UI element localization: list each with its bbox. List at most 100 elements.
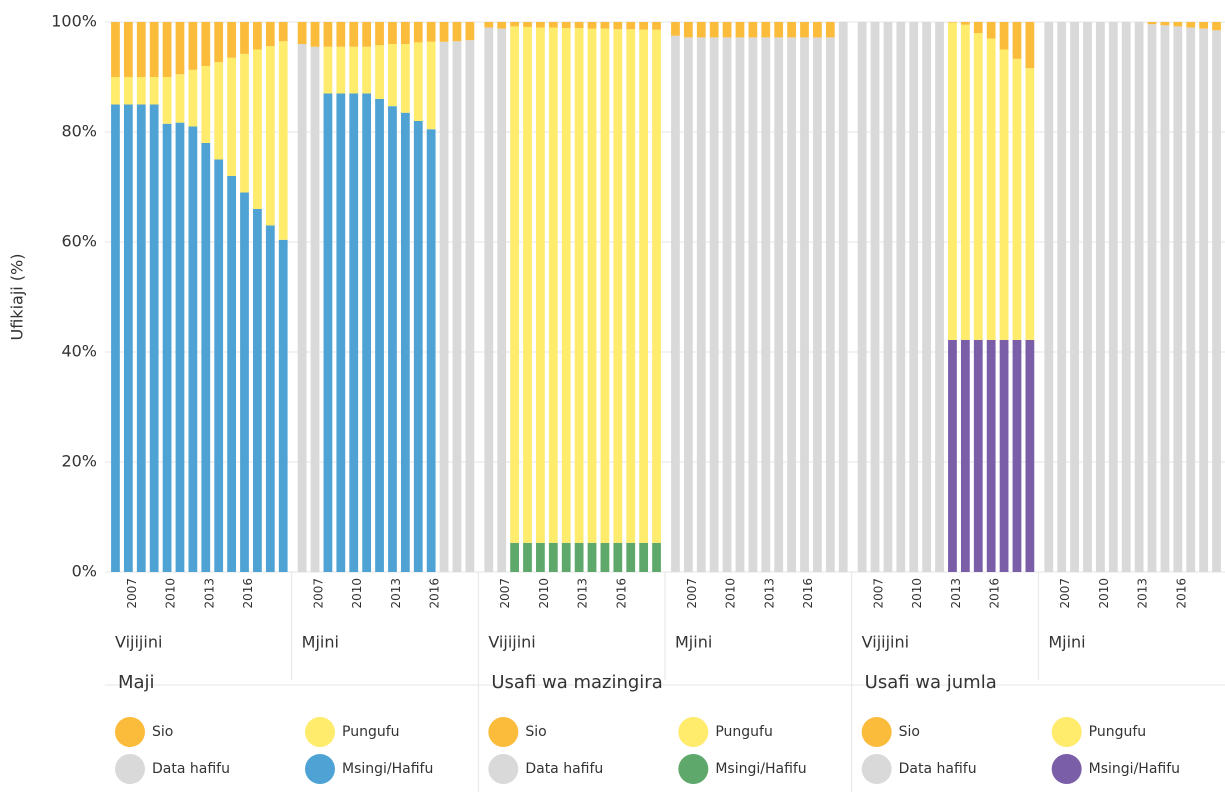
bar-segment: [536, 542, 545, 572]
bar-segment: [278, 239, 288, 573]
bar-segment: [787, 22, 796, 38]
legend-label: Msingi/Hafifu: [1089, 761, 1180, 777]
bar-segment: [484, 27, 494, 572]
bar-segment: [426, 41, 436, 130]
bar-segment: [253, 22, 262, 50]
bar-segment: [439, 22, 449, 42]
bar-segment: [600, 22, 610, 29]
bar-segment: [1044, 22, 1054, 572]
bar-segment: [896, 22, 906, 572]
bar-segment: [484, 22, 494, 28]
bar-segment: [349, 22, 359, 47]
bar-segment: [265, 46, 275, 226]
bar-segment: [452, 22, 462, 42]
bar-segment: [310, 22, 320, 47]
bar-segment: [960, 24, 970, 340]
bar-segment: [227, 176, 236, 572]
bar-segment: [1186, 22, 1196, 28]
x-tick-label: 2010: [537, 578, 551, 609]
bar-segment: [857, 22, 867, 572]
x-tick-label: 2010: [350, 578, 364, 609]
bar-segment: [626, 29, 636, 543]
bar-segment: [973, 339, 983, 572]
bar-segment: [375, 22, 384, 46]
bar-segment: [774, 37, 784, 572]
y-tick-label: 60%: [61, 232, 97, 251]
bar-segment: [574, 28, 584, 543]
bar-segment: [1199, 28, 1209, 573]
bar-segment: [253, 49, 262, 209]
bar-segment: [761, 37, 771, 572]
bar-segment: [748, 22, 758, 38]
bar-segment: [1025, 68, 1035, 340]
bar-segment: [709, 37, 719, 572]
panel-label: Mjini: [675, 633, 712, 652]
bar-segment: [388, 106, 397, 573]
bar-segment: [960, 339, 970, 572]
bar-segment: [948, 22, 957, 340]
bar-segment: [1108, 22, 1118, 572]
x-tick-label: 2013: [949, 578, 963, 609]
bar-segment: [349, 93, 359, 572]
bar-segment: [162, 22, 172, 77]
bar-segment: [523, 26, 532, 543]
bar-segment: [587, 542, 597, 572]
bar-segment: [999, 49, 1009, 340]
y-axis-label: Ufikiaji (%): [8, 254, 27, 341]
bar-segment: [201, 66, 211, 143]
bar-segment: [136, 104, 146, 572]
bar-segment: [497, 22, 507, 29]
bar-segment: [1083, 22, 1092, 572]
bar-segment: [813, 37, 822, 572]
x-tick-label: 2016: [614, 578, 628, 609]
bar-segment: [175, 22, 185, 75]
bar-segment: [683, 37, 693, 572]
bar-segment: [336, 46, 346, 94]
x-tick-label: 2007: [498, 578, 512, 609]
x-tick-label: 2013: [389, 578, 403, 609]
legend-label: Sio: [525, 724, 546, 740]
bar-segment: [548, 22, 558, 28]
x-tick-label: 2016: [241, 578, 255, 609]
bar-segment: [336, 93, 346, 572]
bar-segment: [1173, 22, 1183, 27]
bar-segment: [671, 35, 680, 572]
legend-label: Pungufu: [715, 724, 773, 740]
bar-segment: [986, 339, 996, 572]
bar-segment: [1057, 22, 1067, 572]
legend-swatch: [115, 754, 145, 784]
bar-segment: [310, 46, 320, 572]
group-title: Usafi wa mazingira: [491, 672, 662, 693]
bar-segment: [1012, 58, 1022, 340]
panel-label: Vijijini: [862, 633, 909, 652]
bar-segment: [523, 542, 532, 572]
bar-segment: [1186, 27, 1196, 572]
bar-segment: [973, 22, 983, 33]
bar-segment: [639, 22, 649, 30]
bar-segment: [510, 542, 519, 572]
bar-segment: [574, 542, 584, 572]
panel-label: Vijijini: [115, 633, 162, 652]
bar-segment: [278, 22, 288, 42]
bar-segment: [960, 22, 970, 25]
bar-segment: [986, 22, 996, 39]
panel-label: Vijijini: [488, 633, 535, 652]
bar-segment: [188, 22, 198, 70]
legend-swatch: [488, 754, 519, 784]
bar-segment: [214, 159, 224, 572]
bar-segment: [600, 542, 610, 572]
bar-segment: [639, 542, 649, 572]
bar-segment: [227, 22, 236, 58]
bar-segment: [111, 104, 120, 572]
bar-segment: [999, 22, 1009, 50]
bar-segment: [400, 22, 410, 44]
bar-segment: [111, 77, 120, 105]
bar-segment: [162, 123, 172, 572]
bar-segment: [136, 77, 146, 105]
bar-segment: [240, 192, 249, 572]
bar-segment: [323, 22, 333, 47]
bar-segment: [1147, 24, 1157, 572]
bar-segment: [362, 93, 372, 572]
bar-segment: [111, 22, 120, 77]
bar-segment: [1134, 22, 1144, 572]
